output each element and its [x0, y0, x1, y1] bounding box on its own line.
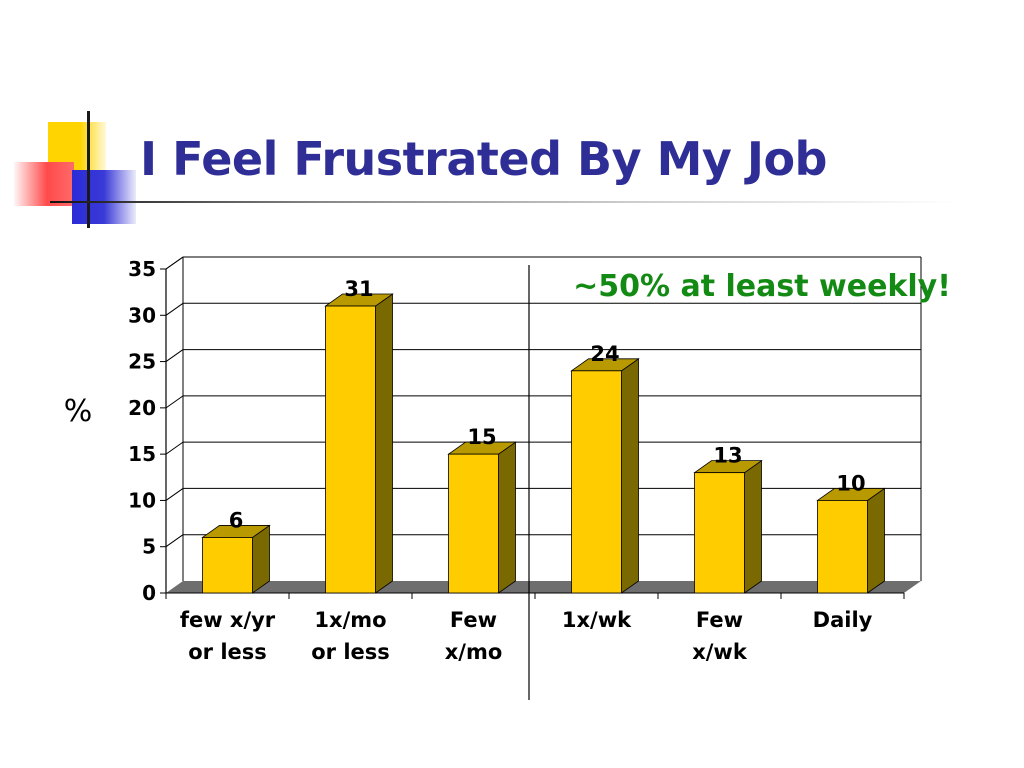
- side-wall-top: [165, 256, 184, 270]
- bar: [571, 370, 622, 594]
- bar-value-label: 6: [229, 508, 244, 532]
- x-category-label: Few: [450, 608, 497, 632]
- x-category-label: Few: [696, 608, 743, 632]
- gridline-side: [165, 488, 184, 501]
- gridline-side: [165, 349, 184, 362]
- bar-side: [375, 293, 393, 594]
- y-tick-label: 25: [128, 350, 156, 374]
- annotation-text: ~50% at least weekly!: [573, 269, 951, 304]
- bar-side: [744, 459, 762, 594]
- bar: [694, 472, 745, 594]
- gridline-side: [165, 534, 184, 548]
- y-tick-label: 0: [142, 581, 156, 605]
- bar: [817, 500, 868, 594]
- bar-side: [867, 487, 885, 594]
- bar-value-label: 24: [590, 342, 619, 366]
- bar: [325, 305, 376, 594]
- gridline-side: [165, 302, 184, 316]
- x-category-label: Daily: [813, 608, 873, 632]
- y-axis-label: %: [64, 394, 93, 429]
- bar-value-label: 15: [467, 425, 496, 449]
- y-tick-label: 15: [128, 442, 156, 466]
- x-category-label: 1x/mo: [314, 608, 386, 632]
- bar: [448, 453, 499, 594]
- vertical-rule-decoration: [87, 111, 90, 228]
- x-category-label: x/mo: [445, 640, 503, 664]
- y-tick-label: 20: [128, 396, 156, 420]
- x-category-label: or less: [188, 640, 267, 664]
- slide-title: I Feel Frustrated By My Job: [140, 132, 828, 186]
- chart-floor: [166, 581, 921, 593]
- x-category-label: 1x/wk: [562, 608, 632, 632]
- y-tick-label: 30: [128, 303, 156, 327]
- y-tick-label: 5: [142, 535, 156, 559]
- bar-side: [621, 358, 639, 594]
- title-underline: [50, 201, 960, 203]
- bar: [202, 537, 253, 594]
- x-category-label: few x/yr: [180, 608, 276, 632]
- y-tick-label: 35: [128, 257, 156, 281]
- bar-value-label: 13: [713, 444, 742, 468]
- x-category-label: x/wk: [692, 640, 748, 664]
- blue-square-decoration: [72, 170, 136, 224]
- bar-value-label: 10: [836, 471, 865, 495]
- y-tick-label: 10: [128, 488, 156, 512]
- gridline-side: [165, 441, 184, 455]
- gridline-side: [165, 395, 184, 409]
- bar-side: [498, 441, 516, 594]
- bar-value-label: 31: [344, 277, 373, 301]
- x-category-label: or less: [311, 640, 390, 664]
- red-square-decoration: [14, 162, 74, 206]
